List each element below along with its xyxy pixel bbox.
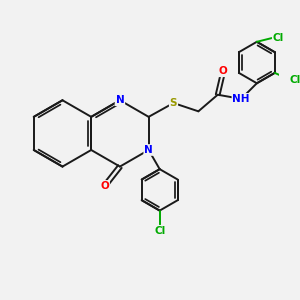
Text: Cl: Cl bbox=[154, 226, 165, 236]
Text: S: S bbox=[170, 98, 177, 108]
Text: Cl: Cl bbox=[289, 75, 300, 85]
Text: NH: NH bbox=[232, 94, 250, 104]
Text: N: N bbox=[116, 95, 124, 105]
Text: O: O bbox=[100, 181, 109, 191]
Text: O: O bbox=[219, 66, 228, 76]
Text: Cl: Cl bbox=[273, 33, 284, 43]
Text: N: N bbox=[144, 145, 153, 155]
